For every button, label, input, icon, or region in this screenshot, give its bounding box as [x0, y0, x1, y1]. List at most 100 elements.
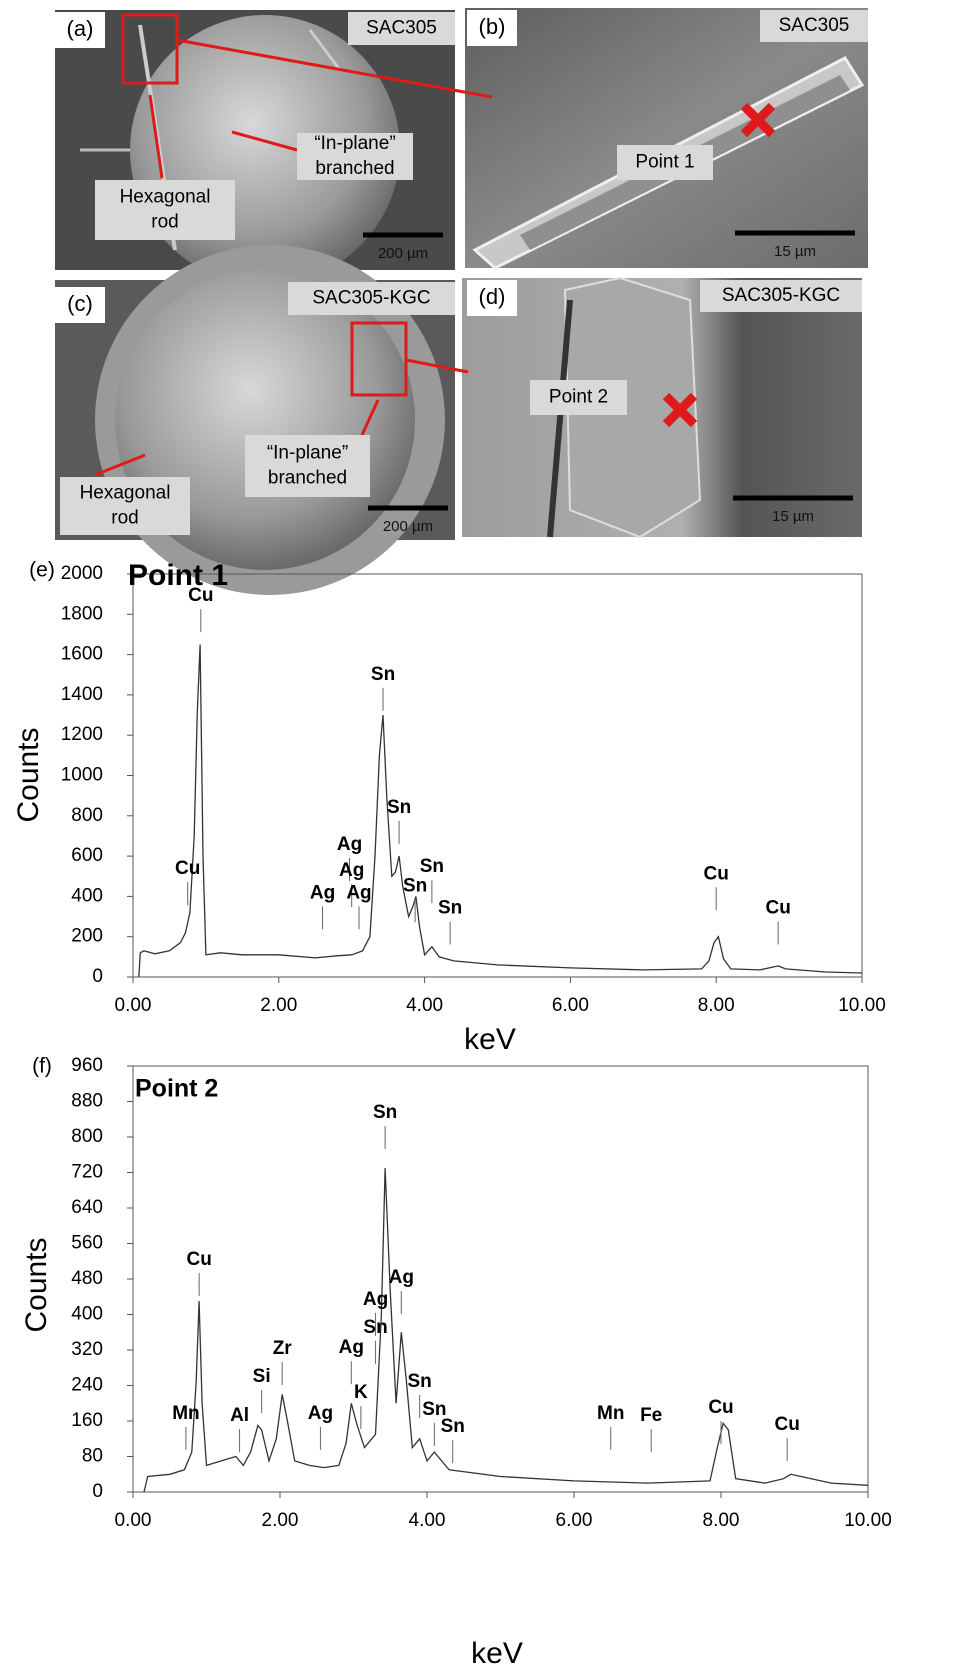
annotation-text: Point 2	[549, 387, 608, 408]
scale-label: 15 µm	[772, 508, 814, 525]
peak-label: Ag	[363, 1289, 388, 1310]
red-highlights	[94, 13, 493, 477]
spectrum-chart: 0 80 160 240 320 400 480 560 640 720 800 880 960 0.00…	[20, 1055, 892, 1670]
y-tick-label: 80	[82, 1446, 103, 1467]
peak-label: Ag	[339, 860, 364, 881]
scale-label: 15 µm	[774, 243, 816, 260]
y-tick-label: 200	[71, 926, 103, 947]
sample-tag: SAC305	[366, 18, 437, 39]
x-tick-label: 8.00	[698, 995, 735, 1016]
peak-label: Cu	[175, 858, 200, 879]
x-tick-label: 0.00	[115, 1510, 152, 1531]
peak-label: Mn	[597, 1403, 624, 1424]
panel-label: (b)	[479, 14, 506, 39]
x-tick-label: 10.00	[844, 1510, 892, 1531]
x-tick-label: 4.00	[409, 1510, 446, 1531]
peak-label: Ag	[389, 1267, 414, 1288]
peak-label: Sn	[422, 1399, 446, 1420]
peak-label: Sn	[373, 1102, 397, 1123]
annotation-text: branched	[315, 158, 394, 179]
x-axis-label: keV	[471, 1637, 523, 1670]
peak-label: Al	[230, 1405, 249, 1426]
peak-label: Fe	[640, 1405, 662, 1426]
peak-label: Cu	[188, 585, 213, 606]
peak-label: Sn	[371, 664, 395, 685]
y-tick-label: 1400	[61, 684, 103, 705]
y-tick-label: 600	[71, 845, 103, 866]
annotation-text: Hexagonal	[120, 187, 211, 208]
y-tick-label: 960	[71, 1055, 103, 1076]
y-tick-label: 640	[71, 1197, 103, 1218]
y-tick-label: 720	[71, 1162, 103, 1183]
peak-label: Sn	[441, 1416, 465, 1437]
y-tick-label: 800	[71, 805, 103, 826]
annotation-box	[297, 133, 413, 180]
panel-label-bg	[467, 10, 517, 46]
y-tick-label: 560	[71, 1233, 103, 1254]
peak-label: Cu	[704, 863, 729, 884]
x-axis-label: keV	[464, 1023, 516, 1056]
annotation-box	[95, 180, 235, 240]
panel-label-bg	[55, 12, 105, 48]
panel-label: (c)	[67, 291, 93, 316]
panel-label: (a)	[67, 16, 94, 41]
scale-label: 200 µm	[383, 518, 433, 535]
x-tick-label: 2.00	[260, 995, 297, 1016]
annotation-box	[617, 145, 713, 180]
y-tick-label: 800	[71, 1126, 103, 1147]
peak-label: Ag	[339, 1337, 364, 1358]
y-tick-label: 240	[71, 1375, 103, 1396]
y-tick-label: 1800	[61, 603, 103, 624]
y-tick-label: 1600	[61, 644, 103, 665]
y-tick-label: 2000	[61, 563, 103, 584]
peak-label: Ag	[337, 834, 362, 855]
panel-label-bg	[467, 280, 517, 316]
x-tick-label: 6.00	[552, 995, 589, 1016]
y-tick-label: 0	[92, 966, 103, 987]
peak-label: Si	[253, 1366, 271, 1387]
x-tick-label: 10.00	[838, 995, 886, 1016]
y-axis-label: Counts	[12, 727, 45, 822]
plot-frame	[132, 573, 863, 978]
y-tick-label: 1000	[61, 765, 103, 786]
annotation-text: rod	[151, 212, 178, 233]
annotation-text: rod	[111, 508, 138, 529]
peak-label: Ag	[310, 882, 335, 903]
peak-label: Sn	[420, 856, 444, 877]
peak-label: K	[354, 1382, 368, 1403]
scale-label: 200 µm	[378, 245, 428, 262]
sample-tag-bg	[700, 280, 862, 312]
spectrum-line	[143, 1168, 869, 1493]
annotation-box	[60, 477, 190, 535]
annotation-box	[245, 435, 370, 497]
peak-label: Zr	[273, 1338, 293, 1359]
peak-label: Mn	[172, 1403, 199, 1424]
annotation-text: branched	[268, 468, 347, 489]
plot-frame	[132, 1065, 869, 1493]
panel-label: (d)	[479, 284, 506, 309]
y-tick-label: 0	[92, 1481, 103, 1502]
sample-tag: SAC305	[779, 15, 850, 36]
sample-tag-bg	[288, 282, 455, 315]
y-tick-label: 320	[71, 1339, 103, 1360]
peak-label: Ag	[346, 882, 371, 903]
sample-tag-bg	[760, 10, 868, 42]
y-tick-label: 480	[71, 1268, 103, 1289]
peak-label: Cu	[186, 1249, 211, 1270]
chart-title: Point 2	[135, 1075, 218, 1103]
y-axis-label: Counts	[20, 1237, 53, 1332]
panel-label: (e)	[29, 559, 55, 582]
x-tick-label: 8.00	[703, 1510, 740, 1531]
annotation-text: Point 1	[635, 152, 694, 173]
point-markers	[662, 102, 776, 428]
spectrum-chart: 0 200 400 600 800 1000 1200 1400 1600 1800 2000 0.0…	[12, 559, 886, 1056]
x-tick-label: 4.00	[406, 995, 443, 1016]
sem-image-b	[465, 8, 868, 270]
sem-image-d	[462, 276, 862, 539]
peak-label: Sn	[387, 797, 411, 818]
sample-tag: SAC305-KGC	[312, 288, 430, 309]
y-tick-label: 160	[71, 1410, 103, 1431]
annotation-text: Hexagonal	[80, 483, 171, 504]
peak-label: Sn	[403, 875, 427, 896]
